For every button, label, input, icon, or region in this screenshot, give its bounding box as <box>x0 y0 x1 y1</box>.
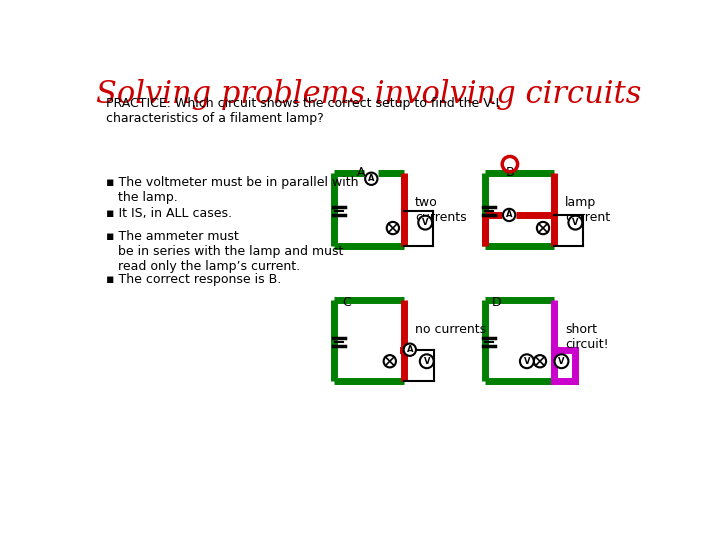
Text: no currents: no currents <box>415 323 486 336</box>
Circle shape <box>387 222 399 234</box>
Text: ▪ It IS, in ALL cases.: ▪ It IS, in ALL cases. <box>106 207 232 220</box>
Circle shape <box>534 355 546 367</box>
Text: ▪ The ammeter must
   be in series with the lamp and must
   read only the lamp’: ▪ The ammeter must be in series with the… <box>106 231 343 273</box>
Text: C: C <box>342 296 351 309</box>
Text: PRACTICE: Which circuit shows the correct setup to find the V-I
characteristics : PRACTICE: Which circuit shows the correc… <box>106 97 499 125</box>
Text: A: A <box>357 166 366 179</box>
Text: A: A <box>407 345 413 354</box>
Circle shape <box>554 354 568 368</box>
Text: A: A <box>368 174 374 183</box>
Text: V: V <box>558 357 564 366</box>
Text: two
currents: two currents <box>415 195 467 224</box>
Text: A: A <box>506 211 513 219</box>
Circle shape <box>503 209 516 221</box>
Text: V: V <box>422 218 428 227</box>
Text: ▪ The correct response is B.: ▪ The correct response is B. <box>106 273 281 286</box>
Circle shape <box>520 354 534 368</box>
Circle shape <box>404 343 416 356</box>
Text: V: V <box>423 357 430 366</box>
Text: lamp
current: lamp current <box>565 195 611 224</box>
Text: V: V <box>572 218 579 227</box>
Text: ▪ The voltmeter must be in parallel with
   the lamp.: ▪ The voltmeter must be in parallel with… <box>106 177 358 205</box>
Text: B: B <box>505 166 514 179</box>
Circle shape <box>420 354 433 368</box>
Circle shape <box>537 222 549 234</box>
Circle shape <box>568 215 582 230</box>
Text: Solving problems involving circuits: Solving problems involving circuits <box>96 79 642 110</box>
Text: short
circuit!: short circuit! <box>565 323 609 351</box>
Text: D: D <box>492 296 502 309</box>
Circle shape <box>365 173 377 185</box>
Circle shape <box>418 215 432 230</box>
Circle shape <box>384 355 396 367</box>
Text: V: V <box>523 357 530 366</box>
